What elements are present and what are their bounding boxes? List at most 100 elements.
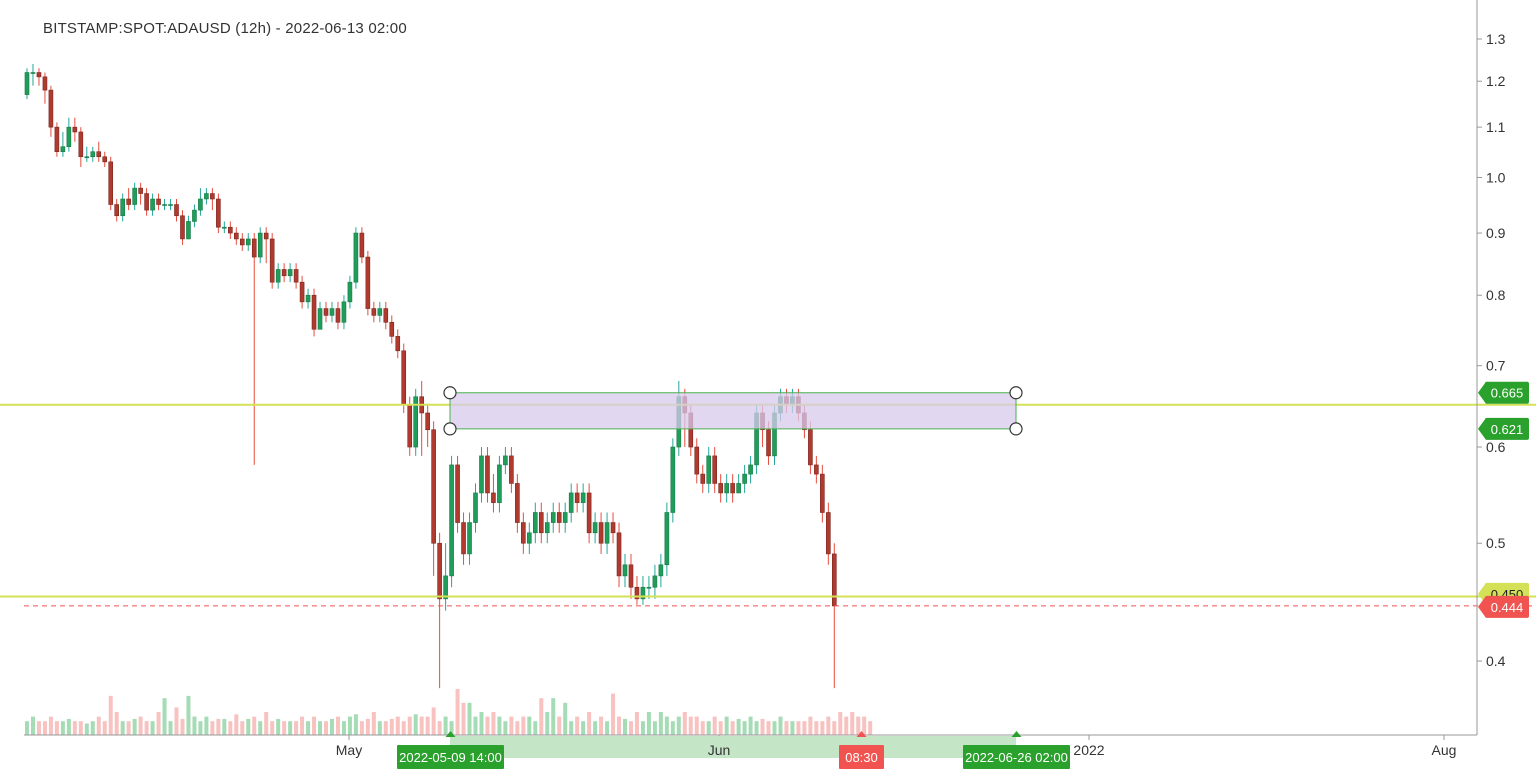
candle — [162, 198, 167, 211]
y-tick-label: 1.0 — [1486, 169, 1506, 185]
candle — [431, 421, 436, 576]
candle-body — [353, 232, 359, 283]
candle — [568, 483, 574, 523]
volume-bar — [132, 718, 137, 735]
candle — [347, 275, 353, 309]
candle — [497, 455, 502, 513]
candle-body — [634, 586, 640, 600]
candle — [150, 193, 155, 216]
candlestick-series — [24, 63, 837, 689]
candle-body — [503, 455, 508, 466]
volume-bar — [120, 721, 125, 735]
volume-bar — [60, 721, 65, 735]
volume-bar — [700, 721, 705, 735]
candle — [383, 301, 389, 330]
candle-body — [329, 308, 335, 316]
candle-body — [598, 522, 604, 544]
volume-bar — [814, 721, 819, 735]
volume-bar — [784, 721, 789, 735]
candle — [335, 301, 341, 330]
candle-body — [126, 198, 131, 205]
candle — [658, 553, 664, 588]
candle-body — [84, 156, 90, 159]
candle-body — [156, 198, 161, 205]
volume-bar — [288, 721, 293, 735]
time-label: 2022-06-26 02:00 — [965, 750, 1068, 765]
time-label-arrow — [1011, 731, 1022, 737]
candle — [245, 233, 251, 251]
volume-bar — [557, 716, 562, 735]
volume-bar — [329, 718, 334, 735]
candle-body — [42, 76, 48, 91]
time-label-bg — [839, 745, 884, 769]
volume-bar — [353, 714, 358, 735]
volume-bar — [838, 712, 843, 735]
candle — [305, 288, 311, 309]
candle — [222, 221, 227, 234]
volume-bar — [473, 716, 478, 735]
candle-body — [515, 483, 520, 523]
candle-body — [317, 308, 323, 330]
volume-bar — [318, 721, 323, 735]
volume-bar — [347, 716, 352, 735]
y-tick-label: 0.6 — [1486, 439, 1506, 455]
candle — [634, 575, 640, 605]
volume-bar — [126, 721, 131, 735]
candle-body — [228, 226, 233, 234]
volume-bar — [850, 712, 855, 735]
candle-body — [730, 483, 735, 494]
candle — [712, 447, 718, 493]
axis-labels: 1.3 1.2 1.1 1.0 0.9 0.8 0.7 0.6 0.5 0.4 May Jun 2022… — [336, 31, 1529, 769]
price-range-box — [443, 386, 1023, 436]
x-tick-label: Aug — [1432, 742, 1457, 758]
volume-bar — [413, 714, 418, 735]
candle-body — [820, 473, 825, 513]
candle — [42, 72, 48, 104]
candle — [341, 295, 347, 330]
candle — [808, 421, 813, 475]
candle — [455, 455, 460, 533]
candle-body — [694, 446, 700, 475]
volume-bar — [862, 716, 867, 735]
candle-body — [383, 308, 389, 323]
candle-body — [425, 412, 430, 431]
price-label: 0.665 — [1491, 386, 1524, 401]
candle-body — [293, 269, 299, 283]
candle — [616, 522, 622, 588]
volume-bar — [294, 721, 299, 735]
volume-bar — [503, 721, 508, 735]
candle-body — [521, 522, 526, 544]
candle-body — [150, 198, 155, 211]
volume-bar — [485, 716, 490, 735]
volume-bar — [599, 716, 604, 735]
candle-body — [96, 151, 102, 158]
volume-bar — [246, 718, 251, 735]
candle-body — [371, 308, 377, 316]
candle — [826, 502, 831, 565]
volume-bar — [234, 714, 239, 735]
volume-bar — [790, 721, 795, 735]
volume-bar — [144, 721, 149, 735]
candle — [216, 193, 221, 234]
volume-bar — [282, 721, 287, 735]
y-tick-label: 1.2 — [1486, 73, 1506, 89]
volume-bar — [66, 718, 71, 735]
y-tick-label: 1.3 — [1486, 31, 1506, 47]
candle — [186, 215, 191, 240]
volume-bar — [186, 695, 191, 735]
candle — [293, 263, 299, 289]
candle-body — [108, 161, 114, 205]
volume-bar — [371, 712, 376, 735]
candle — [694, 438, 700, 484]
candle — [538, 502, 544, 544]
volume-bar — [437, 721, 442, 735]
candle — [359, 227, 365, 264]
volume-bar — [204, 716, 209, 735]
candle — [353, 227, 359, 289]
candle-body — [538, 512, 544, 534]
volume-bar — [772, 721, 777, 735]
candle-body — [263, 232, 269, 240]
candle-body — [479, 455, 484, 494]
